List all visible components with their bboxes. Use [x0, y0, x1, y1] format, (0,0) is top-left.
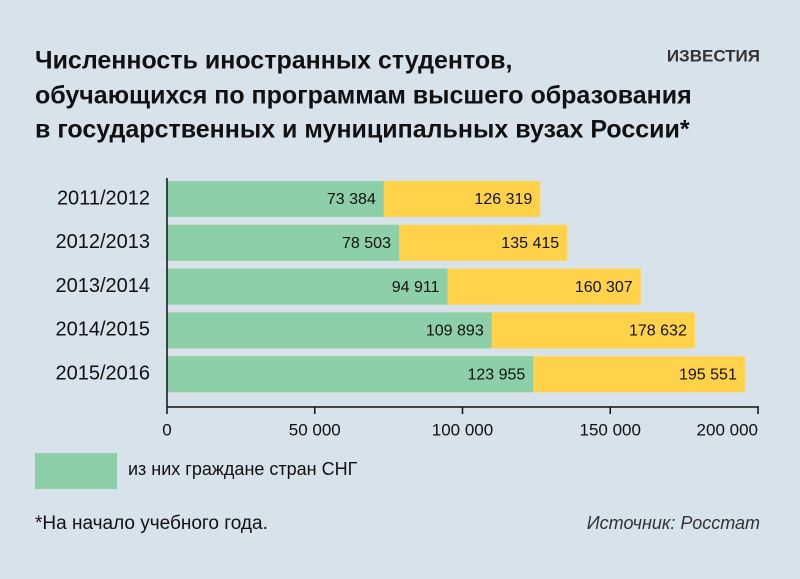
chart-title: Численность иностранных студентов, [35, 47, 512, 75]
logo: ИЗВЕСТИЯ [667, 46, 760, 65]
x-tick-label: 50 000 [289, 420, 341, 439]
legend-swatch [35, 453, 117, 489]
y-tick-label: 2013/2014 [55, 275, 150, 297]
value-label: 135 415 [501, 235, 559, 252]
x-tick-label: 200 000 [697, 420, 758, 439]
bar [167, 224, 399, 261]
x-tick-label: 150 000 [580, 420, 641, 439]
y-tick-label: 2015/2016 [55, 362, 150, 384]
chart-title: в государственных и муниципальных вузах … [35, 116, 690, 144]
value-label: 109 893 [426, 323, 484, 340]
y-tick-label: 2012/2013 [55, 231, 150, 253]
legend-label: из них граждане стран СНГ [128, 459, 358, 479]
y-tick-label: 2014/2015 [55, 319, 150, 341]
chart-title: обучающихся по программам высшего образо… [35, 82, 692, 110]
value-label: 178 632 [629, 323, 687, 340]
bar [167, 356, 534, 393]
value-label: 160 307 [575, 279, 633, 296]
bar [167, 181, 384, 217]
y-tick-label: 2011/2012 [57, 187, 150, 209]
value-label: 73 384 [327, 191, 376, 208]
footnote: *На начало учебного года. [35, 513, 268, 534]
value-label: 126 319 [474, 191, 532, 208]
value-label: 123 955 [467, 366, 525, 383]
value-label: 195 551 [679, 366, 737, 383]
value-label: 94 911 [392, 279, 440, 296]
source: Источник: Росстат [587, 513, 760, 533]
x-tick-label: 0 [162, 420, 171, 439]
x-tick-label: 100 000 [432, 420, 493, 439]
value-label: 78 503 [342, 235, 391, 252]
bar [167, 268, 448, 305]
bar [167, 312, 492, 349]
